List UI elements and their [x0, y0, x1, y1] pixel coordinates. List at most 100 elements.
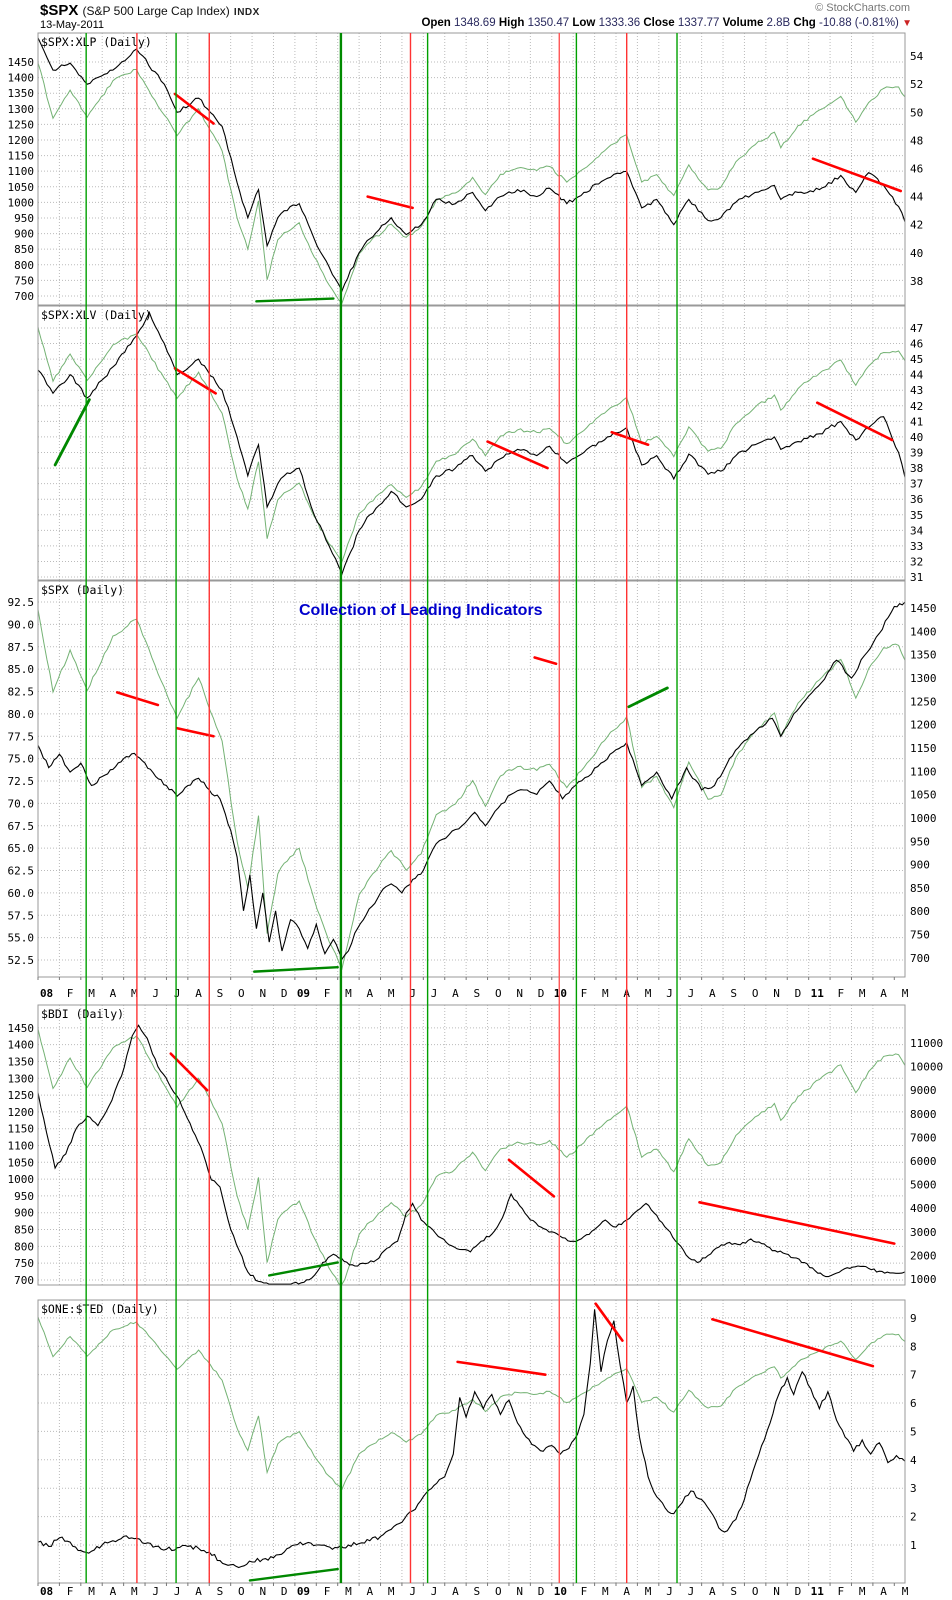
low-value: 1333.36	[598, 17, 641, 29]
date-tick: 10	[554, 987, 567, 1000]
date-tick: M	[345, 987, 352, 1000]
svg-text:43: 43	[910, 384, 923, 397]
date-tick: A	[452, 1585, 459, 1598]
date-tick: M	[88, 987, 95, 1000]
date-tick: A	[110, 987, 117, 1000]
svg-text:5000: 5000	[910, 1179, 937, 1192]
svg-text:52: 52	[910, 78, 923, 91]
date-tick: D	[281, 1585, 288, 1598]
date-tick: M	[388, 1585, 395, 1598]
svg-text:62.5: 62.5	[8, 865, 35, 878]
date-tick: A	[195, 987, 202, 1000]
volume-label: Volume	[722, 17, 764, 29]
date-tick: A	[880, 987, 887, 1000]
svg-text:1300: 1300	[8, 1072, 35, 1085]
svg-text:3000: 3000	[910, 1226, 937, 1239]
svg-text:800: 800	[14, 1240, 34, 1253]
date-tick: M	[388, 987, 395, 1000]
date-tick: J	[152, 1585, 159, 1598]
svg-text:1350: 1350	[8, 1055, 35, 1068]
date-tick: F	[837, 1585, 844, 1598]
date-tick: F	[67, 987, 74, 1000]
svg-text:1000: 1000	[8, 1173, 35, 1186]
date-tick: A	[709, 987, 716, 1000]
svg-text:46: 46	[910, 163, 923, 176]
svg-text:41: 41	[910, 415, 923, 428]
date-tick: M	[902, 987, 909, 1000]
svg-text:44: 44	[910, 191, 924, 204]
svg-text:1200: 1200	[8, 1106, 35, 1119]
svg-text:85.0: 85.0	[8, 663, 35, 676]
svg-text:2: 2	[910, 1511, 917, 1524]
svg-text:950: 950	[910, 835, 930, 848]
svg-text:1300: 1300	[910, 672, 937, 685]
date-tick: F	[324, 1585, 331, 1598]
date-tick: J	[409, 987, 416, 1000]
date-tick: 09	[297, 1585, 310, 1598]
date-tick: A	[367, 987, 374, 1000]
date-tick: J	[431, 987, 438, 1000]
date-tick: 10	[554, 1585, 567, 1598]
svg-text:1350: 1350	[8, 87, 35, 100]
low-label: Low	[572, 17, 596, 29]
date-tick: A	[110, 1585, 117, 1598]
date-tick: S	[730, 987, 737, 1000]
date-tick: J	[174, 1585, 181, 1598]
date-tick: J	[666, 987, 673, 1000]
date-tick: 11	[811, 1585, 825, 1598]
close-value: 1337.77	[677, 17, 720, 29]
chg-down-triangle-icon[interactable]: ▼	[902, 18, 912, 29]
svg-text:70.0: 70.0	[8, 797, 35, 810]
date-tick: F	[837, 987, 844, 1000]
svg-text:900: 900	[14, 1207, 34, 1220]
quote-bar: Open 1348.69 High 1350.47 Low 1333.36 Cl…	[421, 17, 912, 29]
svg-text:36: 36	[910, 493, 923, 506]
svg-text:850: 850	[14, 1224, 34, 1237]
date-tick: M	[859, 987, 866, 1000]
svg-text:92.5: 92.5	[8, 596, 35, 609]
svg-text:11000: 11000	[910, 1037, 943, 1050]
panel-label: $SPX:XLV (Daily)	[41, 308, 152, 322]
date-tick: S	[217, 1585, 224, 1598]
date-tick: D	[795, 987, 802, 1000]
svg-text:1450: 1450	[910, 602, 937, 615]
date-tick: A	[452, 987, 459, 1000]
svg-text:7000: 7000	[910, 1131, 937, 1144]
date-tick: O	[238, 1585, 245, 1598]
svg-text:55.0: 55.0	[8, 932, 35, 945]
date-tick: M	[859, 1585, 866, 1598]
svg-text:33: 33	[910, 540, 923, 553]
symbol-description: (S&P 500 Large Cap Index)	[82, 4, 230, 18]
svg-text:32: 32	[910, 555, 923, 568]
svg-text:38: 38	[910, 275, 923, 288]
svg-text:8000: 8000	[910, 1108, 937, 1121]
date-tick: A	[623, 1585, 630, 1598]
date-tick: N	[516, 987, 523, 1000]
chg-label: Chg	[793, 17, 816, 29]
date-tick: F	[324, 987, 331, 1000]
svg-text:1250: 1250	[8, 1089, 35, 1102]
svg-text:42: 42	[910, 400, 923, 413]
svg-text:39: 39	[910, 446, 923, 459]
date-tick: N	[259, 987, 266, 1000]
date-tick: M	[645, 987, 652, 1000]
date-tick: S	[474, 1585, 481, 1598]
date-tick: O	[752, 987, 759, 1000]
svg-text:10000: 10000	[910, 1061, 943, 1074]
date-tick: 08	[40, 1585, 53, 1598]
svg-text:75.0: 75.0	[8, 753, 35, 766]
svg-text:2000: 2000	[910, 1249, 937, 1262]
date-tick: M	[602, 1585, 609, 1598]
svg-text:1100: 1100	[8, 1140, 35, 1153]
date-tick: A	[195, 1585, 202, 1598]
svg-text:1450: 1450	[8, 56, 35, 69]
svg-text:1100: 1100	[8, 165, 35, 178]
date-tick: S	[217, 987, 224, 1000]
svg-text:90.0: 90.0	[8, 618, 35, 631]
date-tick: S	[730, 1585, 737, 1598]
svg-text:4000: 4000	[910, 1202, 937, 1215]
svg-text:35: 35	[910, 509, 923, 522]
open-value: 1348.69	[454, 17, 496, 29]
date-tick: M	[345, 1585, 352, 1598]
